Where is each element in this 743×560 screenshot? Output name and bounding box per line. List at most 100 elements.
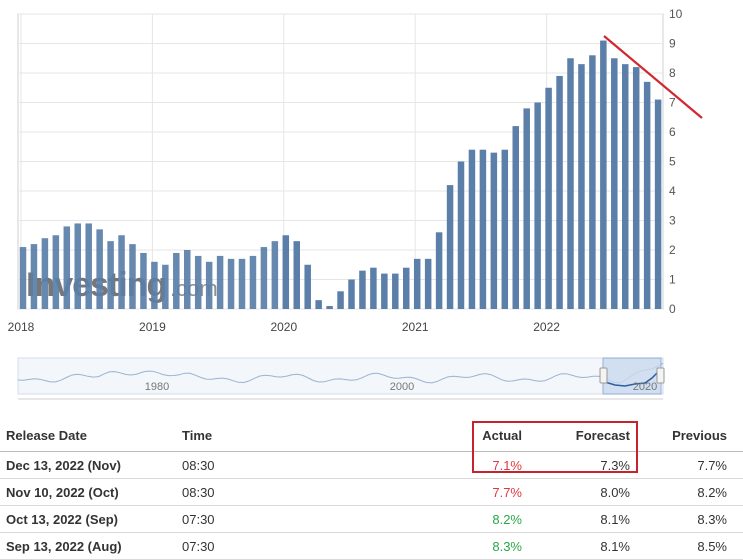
bar	[41, 238, 49, 309]
navigator-right-handle[interactable]	[656, 367, 665, 384]
navigator-frame	[17, 357, 664, 395]
actual-value: 7.1%	[492, 458, 522, 473]
y-tick-label: 10	[669, 7, 683, 21]
y-tick-label: 0	[669, 302, 676, 316]
bar	[643, 81, 651, 309]
bar	[184, 250, 191, 309]
bar	[282, 235, 290, 309]
x-tick-label: 2020	[270, 320, 297, 334]
actual-value: 8.3%	[492, 539, 522, 554]
x-tick-label: 2021	[402, 320, 429, 334]
bar	[611, 58, 618, 309]
bar	[567, 58, 574, 309]
bar	[348, 279, 355, 309]
bar	[403, 267, 410, 309]
navigator-label: 2000	[390, 381, 414, 393]
bar	[129, 244, 136, 309]
bar	[512, 126, 519, 309]
bar	[216, 255, 224, 309]
bar	[523, 108, 530, 310]
table-header: Release Date Time Actual Forecast Previo…	[0, 419, 743, 452]
release-time: 07:30	[182, 539, 215, 554]
bar	[30, 244, 38, 309]
bar	[435, 232, 443, 309]
y-tick-label: 3	[669, 214, 676, 228]
forecast-value: 8.1%	[600, 512, 630, 527]
header-actual[interactable]: Actual	[482, 428, 522, 443]
x-tick-label: 2022	[533, 320, 560, 334]
navigator-label: 2020	[633, 381, 657, 393]
bar	[52, 235, 60, 309]
bar	[249, 255, 257, 309]
bar	[392, 273, 399, 309]
bar	[173, 252, 180, 309]
y-tick-label: 6	[669, 125, 676, 139]
bar	[654, 99, 662, 309]
bar	[271, 241, 279, 309]
bar	[490, 152, 498, 309]
bar	[107, 241, 114, 309]
bar	[359, 270, 366, 309]
bar	[260, 247, 268, 309]
release-date: Sep 13, 2022 (Aug)	[6, 539, 122, 554]
release-time: 08:30	[182, 485, 215, 500]
trend-line-annotation	[603, 35, 703, 119]
header-release-date[interactable]: Release Date	[6, 428, 87, 443]
release-time: 07:30	[182, 512, 215, 527]
bar	[96, 229, 103, 309]
release-time: 08:30	[182, 458, 215, 473]
forecast-value: 8.1%	[600, 539, 630, 554]
bar	[424, 258, 432, 309]
bar	[534, 102, 541, 309]
bar	[151, 261, 158, 309]
table-row: Dec 13, 2022 (Nov) 08:30 7.1% 7.3% 7.7%	[0, 452, 743, 479]
table-row: Oct 13, 2022 (Sep) 07:30 8.2% 8.1% 8.3%	[0, 506, 743, 533]
bar	[63, 226, 71, 309]
forecast-value: 7.3%	[600, 458, 630, 473]
navigator-left-handle[interactable]	[599, 367, 608, 384]
table-row: Nov 10, 2022 (Oct) 08:30 7.7% 8.0% 8.2%	[0, 479, 743, 506]
previous-value: 7.7%	[697, 458, 727, 473]
table-row: Sep 13, 2022 (Aug) 07:30 8.3% 8.1% 8.5%	[0, 533, 743, 560]
bar	[19, 247, 27, 309]
bar	[326, 306, 333, 309]
forecast-value: 8.0%	[600, 485, 630, 500]
bar	[293, 241, 300, 309]
navigator-selected-line	[604, 369, 661, 387]
bar	[381, 273, 388, 309]
header-time[interactable]: Time	[182, 428, 213, 443]
bar	[446, 185, 454, 309]
bar	[457, 161, 465, 309]
bar	[479, 149, 487, 309]
bar	[205, 261, 213, 309]
bar	[468, 149, 476, 309]
bar	[74, 223, 81, 309]
header-previous[interactable]: Previous	[672, 428, 727, 443]
bar	[162, 264, 169, 309]
bar	[337, 291, 344, 309]
actual-value: 7.7%	[492, 485, 522, 500]
actual-value: 8.2%	[492, 512, 522, 527]
bar	[501, 149, 509, 309]
bar	[304, 264, 311, 309]
x-tick-label: 2019	[139, 320, 166, 334]
y-tick-label: 7	[669, 96, 676, 110]
bar	[118, 235, 125, 309]
y-tick-label: 5	[669, 155, 676, 169]
previous-value: 8.5%	[697, 539, 727, 554]
previous-value: 8.2%	[697, 485, 727, 500]
release-date: Nov 10, 2022 (Oct)	[6, 485, 119, 500]
header-forecast[interactable]: Forecast	[575, 428, 630, 443]
y-tick-label: 9	[669, 37, 676, 51]
y-tick-label: 1	[669, 273, 676, 287]
chart-area: 0 1 2 3 4 5 6 7 8 9 10 Investing .com 2018 2019 2020 202…	[8, 7, 703, 400]
bar	[578, 64, 585, 310]
bar	[194, 255, 202, 309]
navigator-selection	[602, 357, 662, 395]
x-tick-label: 2018	[8, 320, 35, 334]
y-tick-label: 4	[669, 184, 676, 198]
bar	[238, 258, 246, 309]
y-tick-label: 2	[669, 243, 676, 257]
navigator-series-line	[17, 362, 664, 384]
